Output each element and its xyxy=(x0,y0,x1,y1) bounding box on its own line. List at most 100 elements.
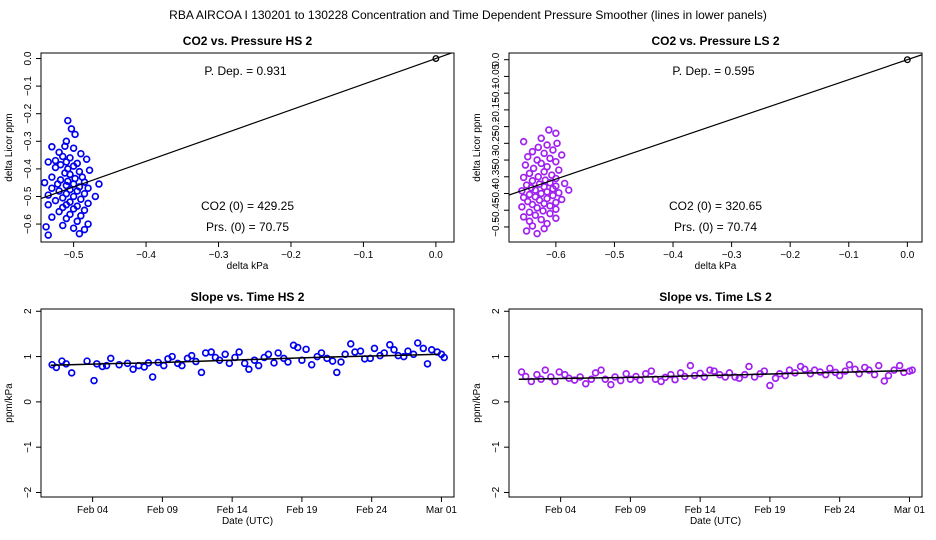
data-point xyxy=(539,207,547,215)
y-tick-label: −0.1 xyxy=(491,83,502,103)
data-point xyxy=(51,196,60,205)
data-point xyxy=(636,376,644,384)
data-point xyxy=(66,210,74,219)
data-point xyxy=(80,225,89,234)
data-point xyxy=(69,205,78,213)
data-point xyxy=(66,154,74,162)
data-point xyxy=(880,377,889,385)
data-point xyxy=(90,376,98,385)
data-point xyxy=(41,178,49,187)
y-tick-label: −0.4 xyxy=(491,183,502,203)
y-tick-label: −0.2 xyxy=(23,103,34,123)
data-point xyxy=(66,170,74,179)
data-point xyxy=(62,360,70,368)
data-point xyxy=(423,360,432,368)
data-point xyxy=(129,365,137,374)
data-point xyxy=(845,360,854,369)
data-point xyxy=(51,156,60,165)
data-point xyxy=(537,215,545,224)
data-point xyxy=(140,363,149,371)
data-point xyxy=(48,173,56,181)
y-tick-label: 0 xyxy=(491,399,502,405)
data-point xyxy=(657,377,665,386)
y-tick-label: 0 xyxy=(23,399,34,405)
y-tick-label: −0.15 xyxy=(491,97,502,123)
data-point xyxy=(535,196,544,204)
data-point xyxy=(302,345,310,354)
data-point xyxy=(328,357,337,365)
data-point xyxy=(601,375,610,383)
data-point xyxy=(781,371,790,380)
data-point xyxy=(270,359,278,367)
y-axis-label: delta Licor ppm xyxy=(472,113,483,181)
data-point xyxy=(42,223,50,231)
x-axis-label: Date (UTC) xyxy=(222,516,273,527)
panel-title: Slope vs. Time HS 2 xyxy=(191,290,305,304)
data-point xyxy=(440,353,448,362)
data-point xyxy=(67,369,76,377)
data-point xyxy=(835,371,844,380)
data-point xyxy=(264,350,273,359)
panel-2: CO2 vs. Pressure LS 2−0.6 −0.5 −0.4 −0.3 −0.… xyxy=(472,34,923,272)
y-tick-label: −0.4 xyxy=(23,159,34,179)
y-tick-label: −2 xyxy=(491,486,502,498)
data-point xyxy=(83,357,91,365)
fit-line xyxy=(41,53,454,200)
data-point xyxy=(61,142,69,151)
data-point xyxy=(51,163,60,172)
data-point xyxy=(187,351,196,360)
pressure-zero-text: Prs. (0) = 70.74 xyxy=(674,220,757,234)
x-tick-label: −0.4 xyxy=(663,250,683,261)
data-point xyxy=(69,144,78,152)
data-point xyxy=(552,214,560,222)
data-point xyxy=(69,162,78,170)
data-point xyxy=(587,375,596,383)
data-point xyxy=(62,158,71,166)
data-point xyxy=(58,194,67,202)
data-point xyxy=(531,211,540,219)
y-tick-label: 1 xyxy=(23,353,34,359)
data-point xyxy=(895,361,904,370)
data-point xyxy=(533,229,541,238)
data-layer xyxy=(517,360,916,390)
data-point xyxy=(700,373,709,381)
data-point xyxy=(771,374,780,383)
y-tick-label: 1 xyxy=(491,353,502,359)
data-point xyxy=(549,191,557,200)
panel-title: CO2 vs. Pressure LS 2 xyxy=(651,34,779,48)
x-tick-label: −0.3 xyxy=(209,250,229,261)
data-point xyxy=(85,166,94,175)
data-point xyxy=(347,340,355,348)
data-point xyxy=(55,207,63,216)
data-point xyxy=(62,214,71,223)
data-point xyxy=(317,349,326,357)
smooth-line xyxy=(50,353,439,366)
y-tick-label: −1 xyxy=(23,441,34,453)
data-point xyxy=(537,134,545,143)
data-point xyxy=(521,161,530,169)
data-point xyxy=(766,381,774,390)
data-point xyxy=(661,373,670,382)
x-tick-label: 0.0 xyxy=(900,250,914,261)
data-point xyxy=(240,359,249,368)
pressure-zero-text: Prs. (0) = 70.75 xyxy=(206,220,289,234)
data-point xyxy=(528,177,537,185)
data-point xyxy=(84,199,92,208)
data-point xyxy=(518,203,526,211)
data-point xyxy=(570,376,579,384)
y-tick-label: −0.35 xyxy=(491,164,502,190)
panel-title: Slope vs. Time LS 2 xyxy=(659,290,772,304)
y-axis-label: delta Licor ppm xyxy=(4,113,15,181)
data-point xyxy=(528,200,537,209)
y-tick-label: −0.3 xyxy=(23,131,34,151)
pressure-dependence-text: P. Dep. = 0.595 xyxy=(672,64,755,78)
data-point xyxy=(533,204,541,212)
data-point xyxy=(517,368,526,376)
smooth-line xyxy=(518,369,907,380)
data-point xyxy=(537,159,545,168)
data-point xyxy=(55,148,63,157)
data-point xyxy=(552,205,560,213)
data-point xyxy=(69,224,78,232)
origin-point xyxy=(432,55,440,62)
x-tick-label: −0.5 xyxy=(64,250,84,261)
